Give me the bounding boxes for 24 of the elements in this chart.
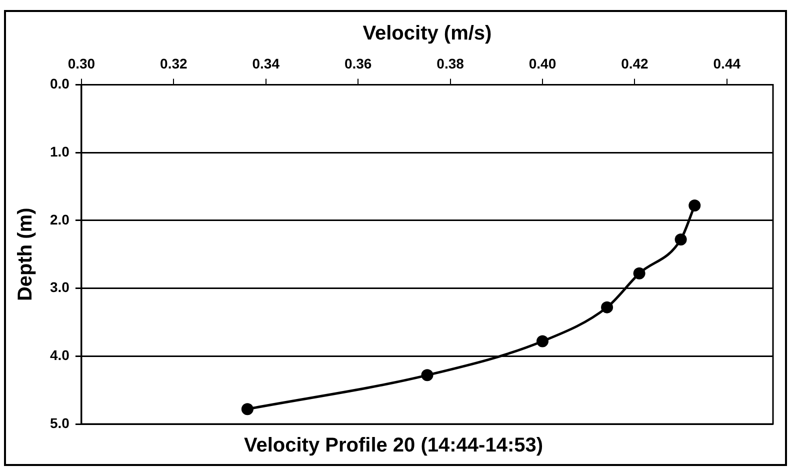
x-tick-label: 0.44	[713, 55, 741, 72]
point	[674, 233, 687, 246]
point	[601, 301, 614, 314]
x-tick-label: 0.42	[621, 55, 649, 72]
y-tick-label: 4.0	[50, 347, 70, 364]
x-tick-label: 0.38	[436, 55, 464, 72]
x-tick-label: 0.40	[528, 55, 556, 72]
y-axis-title: Depth (m)	[14, 208, 37, 302]
y-tick-label: 0.0	[50, 76, 70, 92]
point	[688, 200, 701, 212]
x-tick-label: 0.32	[160, 55, 188, 72]
point	[633, 267, 646, 280]
x-tick-label: 0.36	[344, 55, 372, 72]
point	[536, 335, 548, 348]
text: Velocity Profile 20 (14:44-14:53)	[244, 434, 544, 457]
point	[421, 369, 434, 382]
x-tick-label: 0.30	[68, 55, 96, 72]
y-tick-label: 3.0	[50, 279, 70, 296]
x-tick-label: 0.34	[252, 55, 280, 72]
point	[241, 403, 254, 416]
x-axis-title: Velocity (m/s)	[362, 22, 492, 45]
y-tick-label: 1.0	[50, 144, 70, 160]
y-tick-label: 2.0	[50, 211, 70, 228]
y-tick-label: 5.0	[50, 414, 70, 431]
